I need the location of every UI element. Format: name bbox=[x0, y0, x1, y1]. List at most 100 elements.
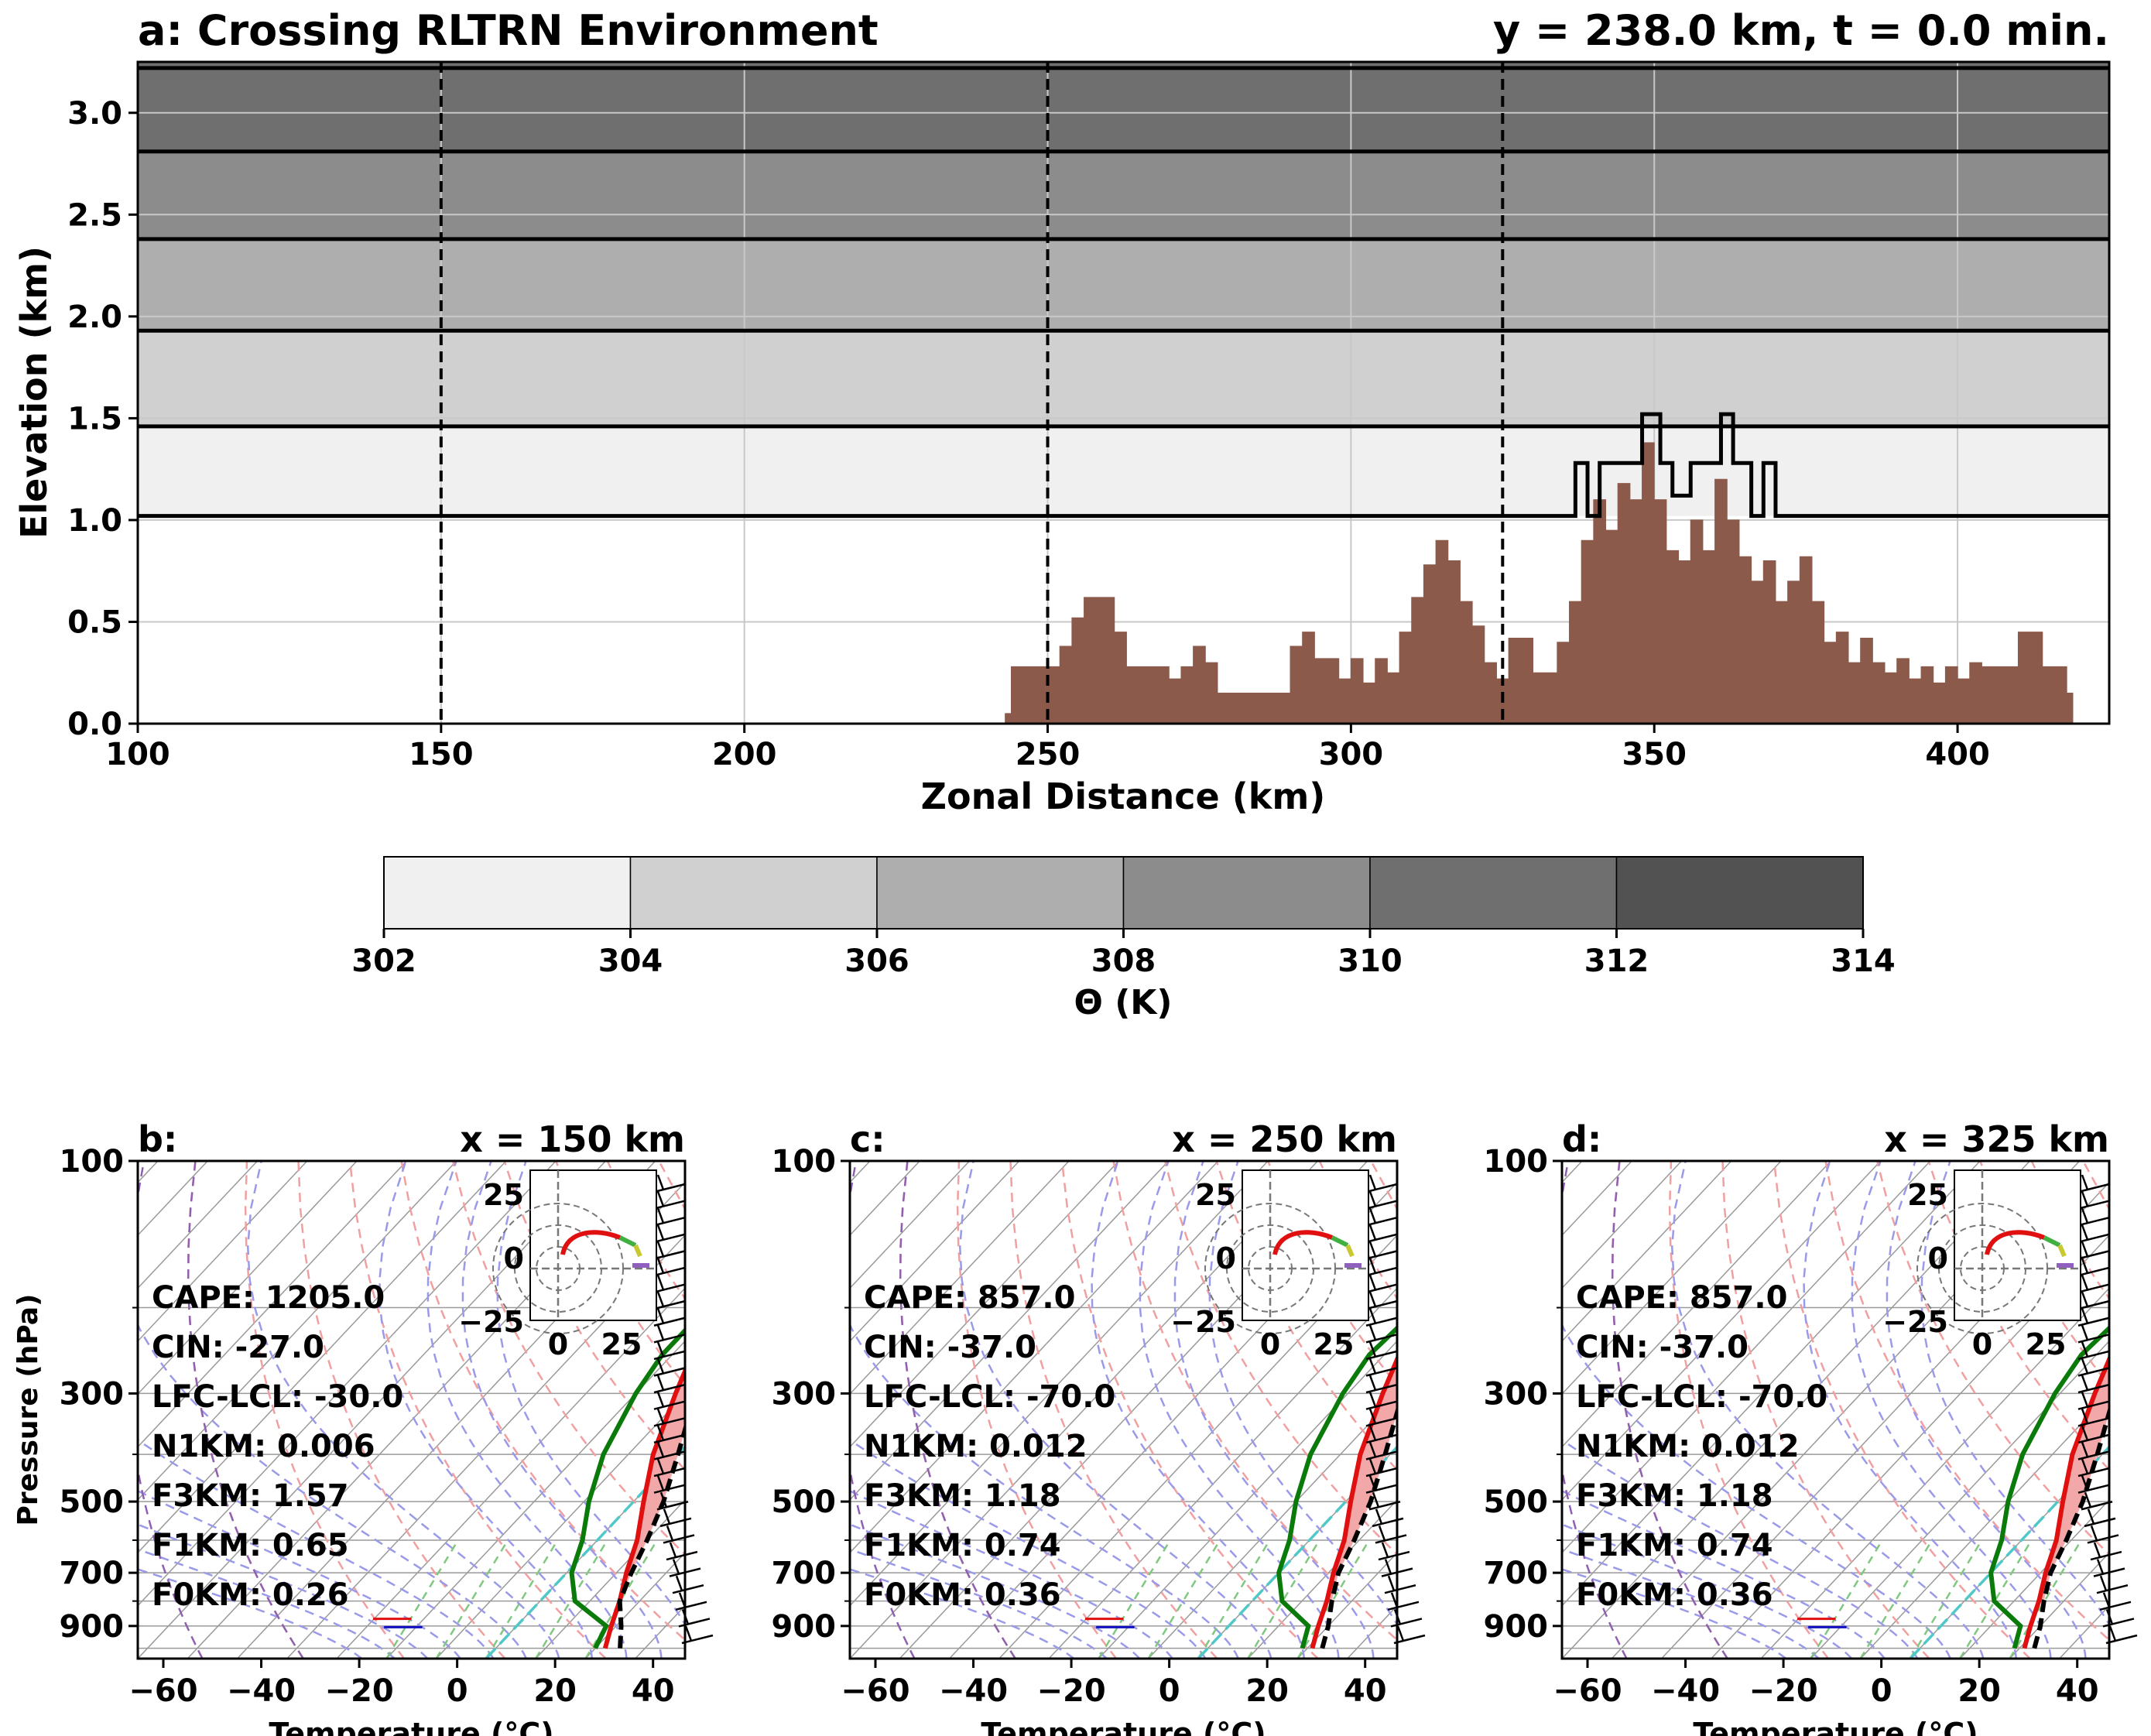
sounding-annotation: CAPE: 857.0 bbox=[1576, 1280, 1787, 1316]
sounding-annotation: CAPE: 857.0 bbox=[864, 1280, 1075, 1316]
isotherm bbox=[1562, 1161, 1882, 1501]
wind-barb bbox=[675, 1601, 707, 1611]
wind-barb-flag bbox=[656, 1375, 665, 1391]
freezing-isotherm bbox=[1197, 1444, 1397, 1659]
hodograph-y-tick-label: 25 bbox=[483, 1178, 524, 1212]
plot-frame bbox=[136, 60, 2111, 725]
isotherm bbox=[1760, 1287, 2109, 1659]
wind-barb bbox=[1393, 1634, 1426, 1645]
dry-adiabat bbox=[1875, 1161, 2109, 1556]
wind-barb-flag bbox=[1381, 1542, 1389, 1558]
panel-title: d: bbox=[1562, 1118, 1601, 1160]
dry-adiabat bbox=[451, 1161, 685, 1556]
panel-c: c: x = 250 km −60 −40 −20 0 20 40 100 300 500 700 90… bbox=[772, 1118, 1426, 1736]
wind-barb-flag bbox=[1372, 1491, 1380, 1508]
sounding-annotation: F1KM: 0.74 bbox=[864, 1528, 1061, 1563]
wind-barb bbox=[2077, 1367, 2110, 1377]
isotherm bbox=[998, 1234, 1397, 1659]
wind-barb-flag bbox=[2081, 1191, 2089, 1207]
hodograph-trace-red bbox=[560, 1230, 622, 1255]
wind-barb-flag bbox=[1368, 1408, 1377, 1424]
x-tick-label: −40 bbox=[1651, 1673, 1720, 1709]
wind-barb-flag bbox=[1368, 1475, 1377, 1491]
dry-adiabat bbox=[1163, 1161, 1397, 1556]
dry-adiabat bbox=[1721, 1161, 1930, 1659]
isotherm bbox=[385, 1340, 685, 1659]
x-tick-label: −40 bbox=[939, 1673, 1008, 1709]
x-tick-label: 20 bbox=[1245, 1673, 1289, 1709]
wind-barb bbox=[2087, 1534, 2119, 1544]
mixing-ratio-line bbox=[535, 1539, 608, 1659]
wind-barb bbox=[1365, 1233, 1398, 1243]
y-tick-label: 100 bbox=[60, 1144, 125, 1180]
dry-adiabat bbox=[297, 1161, 506, 1659]
mixing-ratio-line bbox=[385, 1539, 459, 1659]
wind-barb bbox=[653, 1450, 686, 1460]
x-ticks: 100 150 200 250 300 350 400 bbox=[105, 724, 1990, 772]
y-tick-label: 900 bbox=[1484, 1609, 1549, 1645]
x-tick-label: 300 bbox=[1319, 737, 1384, 772]
moist-adiabat bbox=[1173, 1161, 1375, 1659]
wind-barb-flag bbox=[656, 1207, 665, 1224]
wind-barb bbox=[2077, 1317, 2110, 1327]
y-tick-label: 900 bbox=[772, 1609, 837, 1645]
moist-adiabat bbox=[1562, 1548, 1820, 1659]
wind-barb-flag bbox=[1368, 1442, 1377, 1457]
colorbar-cell bbox=[1369, 856, 1618, 930]
hodograph-x-tick-label: 25 bbox=[601, 1327, 642, 1361]
mixing-ratio-line bbox=[435, 1539, 509, 1659]
wind-barb-flag bbox=[2108, 1625, 2117, 1642]
dry-adiabat bbox=[1060, 1161, 1319, 1659]
wind-barbs bbox=[653, 1174, 714, 1645]
wind-barb-flag bbox=[656, 1324, 665, 1341]
isotherm bbox=[336, 1287, 685, 1659]
dry-adiabat bbox=[1773, 1161, 2031, 1659]
wind-barb-flag bbox=[656, 1442, 665, 1457]
sounding-annotation: LFC-LCL: -70.0 bbox=[1576, 1379, 1827, 1415]
x-tick-label: 0 bbox=[1871, 1673, 1892, 1709]
isotherm bbox=[1562, 1161, 2031, 1659]
colorbar-tick-label: 308 bbox=[1091, 943, 1156, 979]
isotherm bbox=[1562, 1161, 1831, 1448]
wind-barb-flag bbox=[659, 1491, 668, 1508]
wind-barb-flag bbox=[2081, 1207, 2089, 1224]
hodograph-y-tick-label: 0 bbox=[504, 1241, 524, 1275]
wind-barb bbox=[653, 1317, 686, 1327]
x-tick-label: 250 bbox=[1016, 737, 1081, 772]
dry-adiabat bbox=[1979, 1161, 2109, 1387]
wind-barb bbox=[666, 1550, 698, 1561]
wind-barb-flag bbox=[1368, 1191, 1377, 1207]
isotherm bbox=[1296, 1552, 1397, 1659]
hodograph-x-tick-label: 0 bbox=[1972, 1327, 1992, 1361]
isotherm bbox=[138, 1161, 607, 1659]
wind-barb bbox=[653, 1400, 686, 1410]
mixing-ratio-line bbox=[1197, 1539, 1271, 1659]
isotherm bbox=[850, 1161, 1219, 1554]
wind-barb-flag bbox=[656, 1308, 665, 1324]
wind-barb bbox=[2077, 1216, 2110, 1227]
wind-barb-flag bbox=[2081, 1425, 2089, 1441]
wind-barb-flag bbox=[1384, 1559, 1392, 1575]
moist-adiabat bbox=[1091, 1161, 1306, 1659]
isotherm bbox=[850, 1161, 1319, 1659]
wind-barb bbox=[1365, 1400, 1398, 1410]
sounding-annotation: F0KM: 0.36 bbox=[864, 1577, 1061, 1613]
wind-barb-flag bbox=[1368, 1458, 1377, 1474]
sounding-annotation: F3KM: 1.18 bbox=[1576, 1478, 1773, 1514]
wind-barb-flag bbox=[656, 1458, 665, 1474]
y-axis-label: Pressure (hPa) bbox=[12, 1294, 44, 1526]
dry-adiabat bbox=[187, 1161, 304, 1659]
dewpoint-line bbox=[1276, 1324, 1397, 1649]
colorbar-ticks: 302 304 306 308 310 312 314 bbox=[351, 929, 1896, 979]
wind-barb-flag bbox=[656, 1191, 665, 1207]
wind-barb-flag bbox=[666, 1525, 674, 1541]
wind-barb bbox=[2081, 1501, 2113, 1511]
isotherm bbox=[138, 1161, 407, 1448]
x-tick-label: −40 bbox=[227, 1673, 296, 1709]
hodograph-trace-yellow bbox=[1345, 1244, 1355, 1258]
wind-barb-flag bbox=[2081, 1392, 2089, 1408]
wind-barb bbox=[1365, 1299, 1398, 1310]
wind-barb-flag bbox=[656, 1224, 665, 1241]
y-tick-label: 500 bbox=[1484, 1484, 1549, 1520]
